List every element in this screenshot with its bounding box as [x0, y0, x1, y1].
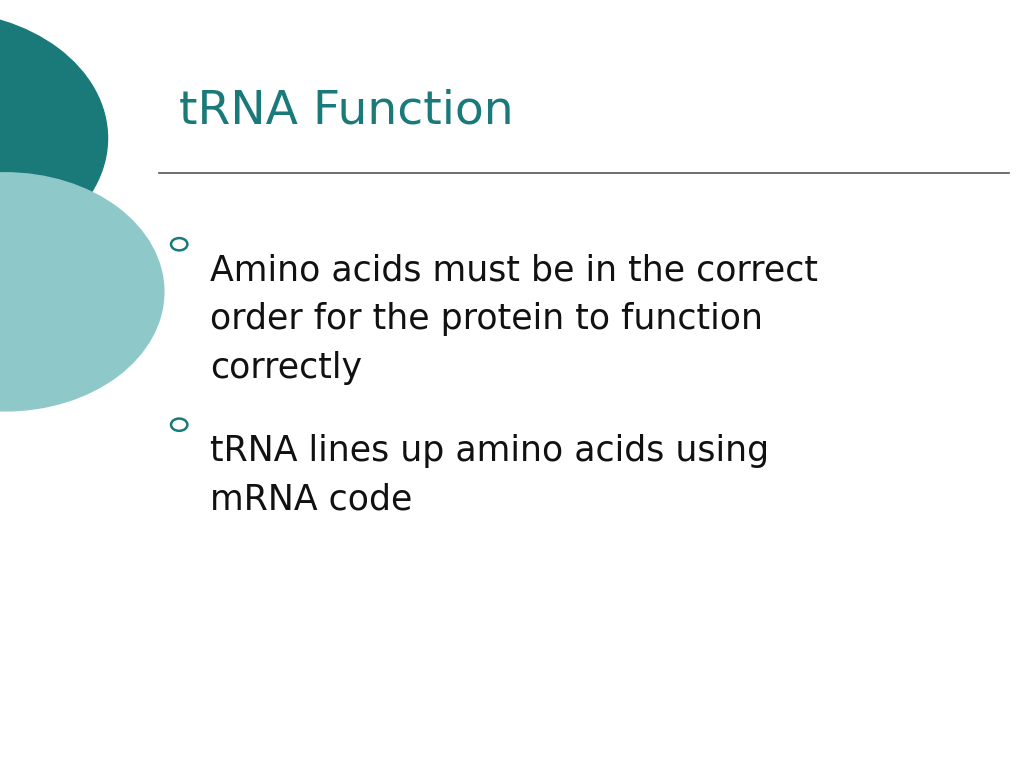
Circle shape: [0, 173, 164, 411]
Text: Amino acids must be in the correct
order for the protein to function
correctly: Amino acids must be in the correct order…: [210, 253, 818, 385]
Circle shape: [0, 12, 108, 265]
Text: tRNA Function: tRNA Function: [179, 88, 514, 134]
Text: tRNA lines up amino acids using
mRNA code: tRNA lines up amino acids using mRNA cod…: [210, 434, 769, 517]
